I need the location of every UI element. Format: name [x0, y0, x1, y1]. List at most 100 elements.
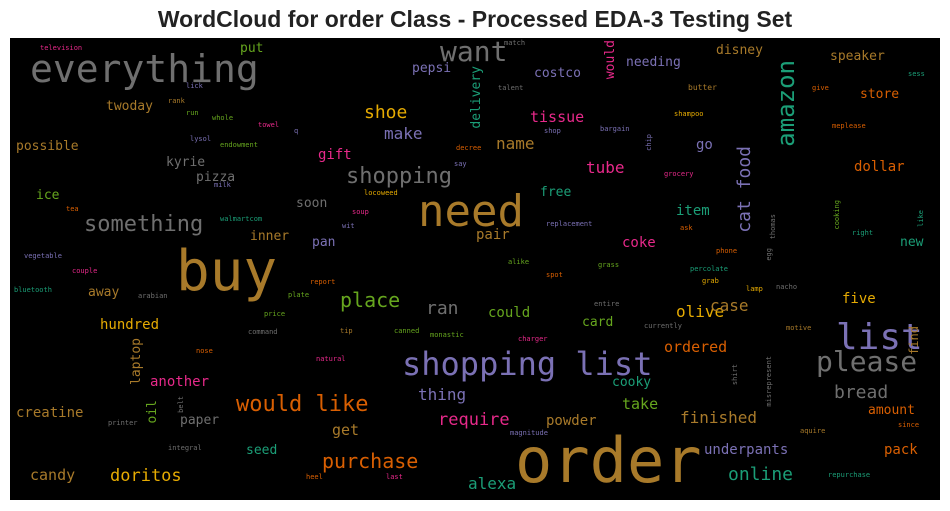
word-online: online — [728, 464, 794, 485]
page-title: WordCloud for order Class - Processed ED… — [157, 6, 793, 32]
word-tissue: tissue — [530, 108, 585, 126]
word-new: new — [900, 235, 924, 250]
word-bluetooth: bluetooth — [14, 286, 52, 294]
word-vegetable: vegetable — [24, 252, 62, 260]
word-plate: plate — [288, 291, 310, 299]
word-put: put — [240, 41, 264, 56]
word-delivery: delivery — [469, 66, 484, 129]
word-replacement: replacement — [546, 220, 593, 228]
word-laptop: laptop — [129, 338, 144, 385]
word-find: find — [907, 326, 921, 355]
word-get: get — [332, 421, 360, 439]
word-nose: nose — [196, 347, 213, 355]
word-currently: currently — [644, 322, 682, 330]
word-shopping: shopping — [346, 164, 452, 189]
word-bargain: bargain — [600, 125, 630, 133]
word-alike: alike — [508, 258, 530, 266]
word-go: go — [696, 137, 713, 153]
word-misrepresent: misrepresent — [765, 356, 773, 407]
word-sess: sess — [908, 70, 925, 78]
word-needing: needing — [626, 55, 681, 70]
word-endowment: endowment — [220, 141, 258, 149]
word-something: something — [84, 212, 204, 237]
word-last: last — [386, 473, 403, 481]
word-seed: seed — [246, 443, 278, 458]
word-case: case — [710, 296, 749, 315]
word-q: q — [294, 127, 299, 135]
word-another: another — [150, 374, 210, 390]
word-need: need — [418, 186, 524, 237]
word-chip: chip — [645, 134, 653, 151]
word-ran: ran — [426, 298, 459, 319]
word-dollar: dollar — [854, 159, 905, 175]
word-shopping-list: shopping list — [402, 345, 653, 383]
word-everything: everything — [30, 47, 259, 91]
word-thing: thing — [418, 385, 467, 404]
word-repurchase: repurchase — [828, 471, 871, 479]
word-card: card — [582, 315, 614, 330]
word-powder: powder — [546, 413, 597, 429]
word-gift: gift — [318, 147, 352, 163]
word-entire: entire — [594, 300, 620, 308]
word-pizza: pizza — [196, 170, 236, 185]
word-arabian: arabian — [138, 292, 168, 300]
word-give: give — [812, 84, 829, 92]
word-walmartcom: walmartcom — [220, 215, 263, 223]
word-twoday: twoday — [106, 99, 153, 114]
word-shirt: shirt — [731, 364, 739, 386]
word-charger: charger — [518, 335, 548, 343]
word-kyrie: kyrie — [166, 155, 206, 170]
word-command: command — [248, 328, 278, 336]
word-underpants: underpants — [704, 442, 789, 458]
word-egg: egg — [765, 248, 773, 261]
word-oil: oil — [145, 400, 160, 424]
word-heel: heel — [306, 473, 323, 481]
word-shoe: shoe — [364, 102, 408, 123]
word-cloud: order buy need shopping list everything … — [10, 38, 940, 500]
word-milk: milk — [214, 181, 231, 189]
word-grocery: grocery — [664, 170, 694, 178]
word-paper: paper — [180, 413, 220, 428]
word-require: require — [438, 410, 510, 430]
word-costco: costco — [534, 66, 581, 81]
word-magnitude: magnitude — [510, 429, 548, 437]
word-aquire: aquire — [800, 427, 826, 435]
word-tip: tip — [340, 327, 353, 335]
word-could: could — [488, 305, 531, 321]
word-amount: amount — [868, 403, 915, 418]
word-purchase: purchase — [322, 449, 419, 473]
word-free: free — [540, 185, 572, 200]
word-away: away — [88, 285, 120, 300]
word-cooky: cooky — [612, 375, 652, 390]
word-spot: spot — [546, 271, 563, 279]
word-decree: decree — [456, 144, 482, 152]
word-natural: natural — [316, 355, 346, 363]
word-shampoo: shampoo — [674, 110, 704, 118]
word-price: price — [264, 310, 286, 318]
word-monastic: monastic — [430, 331, 464, 339]
word-olive: olive — [676, 302, 725, 321]
word-five: five — [842, 291, 876, 307]
word-lysol: lysol — [190, 135, 212, 143]
word-since: since — [898, 421, 920, 429]
word-belt: belt — [177, 396, 185, 413]
word-item: item — [676, 203, 710, 219]
word-inner: inner — [250, 229, 290, 244]
word-television: television — [40, 44, 83, 52]
word-run: run — [186, 109, 199, 117]
word-alexa: alexa — [468, 474, 517, 493]
word-motive: motive — [786, 324, 812, 332]
word-percolate: percolate — [690, 265, 728, 273]
word-grab: grab — [702, 277, 719, 285]
word-coke: coke — [622, 235, 656, 251]
word-tube: tube — [586, 158, 625, 177]
word-wit: wit — [342, 222, 355, 230]
word-store: store — [860, 87, 900, 102]
word-couple: couple — [72, 267, 98, 275]
word-name: name — [496, 134, 535, 153]
word-doritos: doritos — [110, 466, 182, 486]
word-ordered: ordered — [664, 338, 728, 356]
word-make: make — [384, 124, 423, 143]
word-would: would — [603, 40, 618, 80]
word-lick: lick — [186, 82, 203, 90]
